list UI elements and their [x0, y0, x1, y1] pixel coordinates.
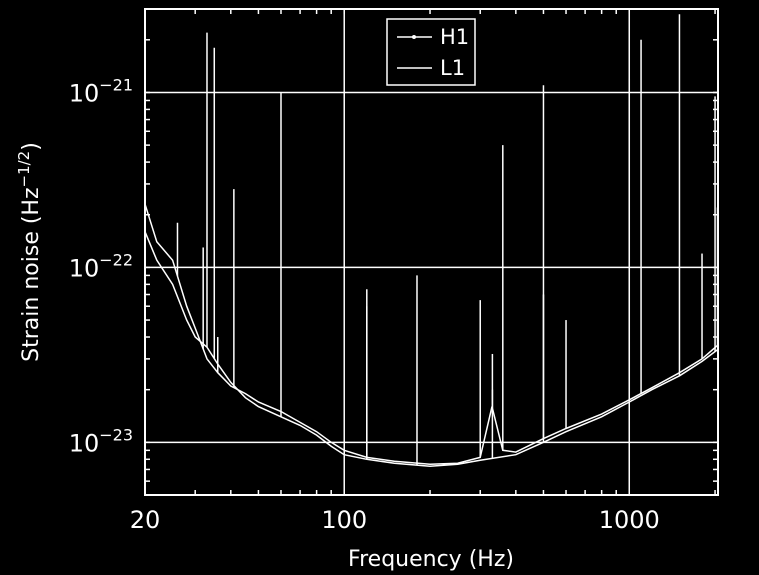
- y-tick-exponent: −21: [99, 75, 133, 94]
- legend-label-l1: L1: [440, 56, 465, 80]
- y-tick-label-1: 10−22: [69, 250, 133, 282]
- y-tick-base: 10: [69, 79, 100, 107]
- x-tick-label-0: 20: [130, 506, 161, 534]
- series-layer: [144, 14, 719, 467]
- x-tick-label-2: 1000: [599, 506, 660, 534]
- legend-marker-h1: [412, 35, 416, 39]
- y-tick-label-2: 10−21: [69, 75, 133, 107]
- x-tick-label-1: 100: [321, 506, 367, 534]
- plot-frame: [144, 8, 719, 496]
- x-axis-label: Frequency (Hz): [348, 547, 514, 572]
- y-tick-exponent: −22: [99, 250, 133, 269]
- legend: H1 L1: [386, 18, 476, 86]
- legend-box: [386, 18, 476, 86]
- y-axis-label: Strain noise (Hz−1/2): [15, 142, 44, 362]
- y-axis-label-close: ): [19, 142, 44, 151]
- y-axis-label-main: Strain noise (Hz: [19, 187, 44, 361]
- y-tick-exponent: −23: [99, 425, 133, 444]
- y-tick-base: 10: [69, 254, 100, 282]
- legend-label-h1: H1: [440, 25, 469, 49]
- y-axis-label-superscript: −1/2: [15, 151, 33, 188]
- y-tick-label-0: 10−23: [69, 425, 133, 457]
- y-tick-base: 10: [69, 429, 100, 457]
